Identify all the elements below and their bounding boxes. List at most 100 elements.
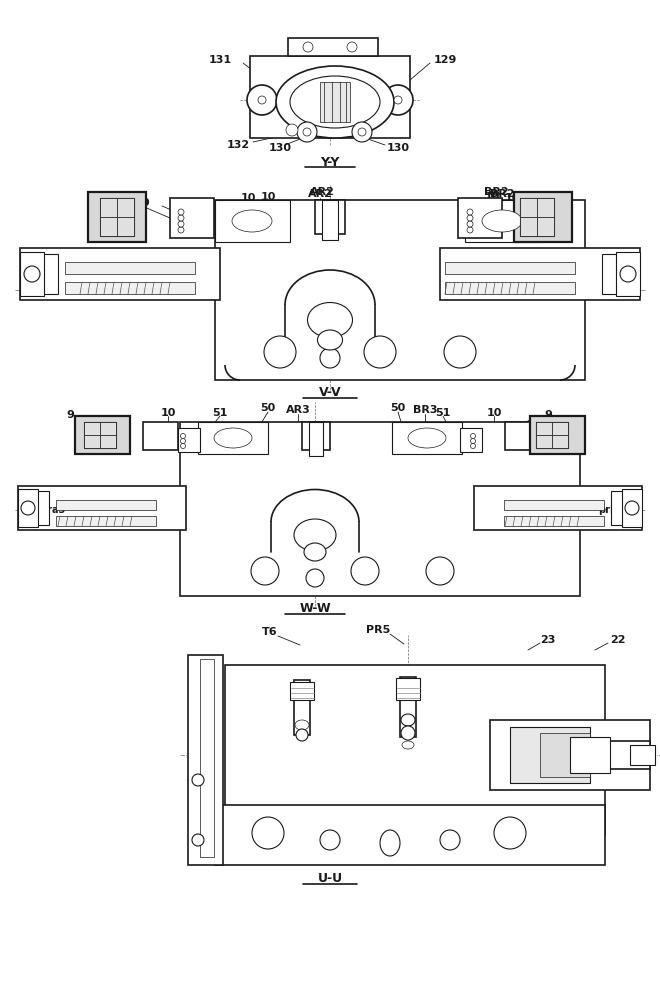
Bar bbox=[180, 422, 580, 596]
Text: AR2: AR2 bbox=[308, 189, 333, 199]
Bar bbox=[458, 198, 502, 238]
Text: 10: 10 bbox=[484, 192, 500, 202]
Text: 130: 130 bbox=[269, 143, 292, 153]
Bar bbox=[630, 745, 655, 765]
Ellipse shape bbox=[294, 519, 336, 551]
Ellipse shape bbox=[401, 714, 415, 726]
Bar bbox=[56, 516, 156, 526]
Bar bbox=[100, 217, 117, 236]
Text: 9: 9 bbox=[66, 410, 74, 420]
Text: 22: 22 bbox=[610, 635, 626, 645]
Circle shape bbox=[178, 209, 184, 215]
Circle shape bbox=[320, 830, 340, 850]
Text: 51: 51 bbox=[213, 408, 228, 418]
Circle shape bbox=[394, 96, 402, 104]
Text: prb2: prb2 bbox=[609, 285, 635, 295]
Bar bbox=[18, 489, 38, 527]
Text: PR5: PR5 bbox=[366, 625, 390, 635]
Text: 9: 9 bbox=[141, 198, 149, 208]
Circle shape bbox=[192, 774, 204, 786]
Circle shape bbox=[247, 85, 277, 115]
Bar bbox=[490, 720, 650, 790]
Bar bbox=[504, 500, 604, 510]
Bar bbox=[75, 416, 130, 454]
Bar bbox=[65, 282, 195, 294]
Circle shape bbox=[297, 122, 317, 142]
Text: 50: 50 bbox=[261, 403, 276, 413]
Circle shape bbox=[264, 336, 296, 368]
Text: 10: 10 bbox=[486, 408, 502, 418]
Circle shape bbox=[303, 42, 313, 52]
Ellipse shape bbox=[380, 830, 400, 856]
Circle shape bbox=[286, 124, 298, 136]
Circle shape bbox=[440, 830, 460, 850]
Bar bbox=[510, 727, 590, 783]
Bar bbox=[225, 665, 605, 835]
Text: AR3: AR3 bbox=[286, 405, 310, 415]
Ellipse shape bbox=[290, 76, 380, 128]
Circle shape bbox=[494, 817, 526, 849]
Bar bbox=[445, 262, 575, 274]
Bar bbox=[536, 422, 552, 435]
Ellipse shape bbox=[308, 302, 352, 338]
Circle shape bbox=[180, 438, 185, 444]
Bar bbox=[215, 805, 605, 865]
Circle shape bbox=[192, 834, 204, 846]
Circle shape bbox=[364, 336, 396, 368]
Circle shape bbox=[426, 557, 454, 585]
Ellipse shape bbox=[304, 543, 326, 561]
Circle shape bbox=[180, 444, 185, 448]
Circle shape bbox=[296, 729, 308, 741]
Bar bbox=[505, 422, 540, 450]
Text: 10: 10 bbox=[240, 193, 255, 203]
Bar bbox=[100, 422, 116, 435]
Bar bbox=[84, 422, 116, 448]
Text: W-W: W-W bbox=[299, 601, 331, 614]
Text: Y-Y: Y-Y bbox=[320, 155, 340, 168]
Text: BR2: BR2 bbox=[490, 189, 514, 199]
Ellipse shape bbox=[276, 66, 394, 138]
Bar bbox=[24, 491, 49, 525]
Circle shape bbox=[467, 209, 473, 215]
Bar bbox=[320, 82, 350, 122]
Text: 131: 131 bbox=[209, 55, 232, 65]
Bar bbox=[20, 252, 44, 296]
Ellipse shape bbox=[402, 741, 414, 749]
Text: 9: 9 bbox=[536, 198, 544, 208]
Bar bbox=[18, 486, 186, 530]
Ellipse shape bbox=[408, 428, 446, 448]
Bar bbox=[250, 56, 410, 138]
Circle shape bbox=[625, 501, 639, 515]
Ellipse shape bbox=[232, 210, 272, 232]
Bar bbox=[65, 262, 195, 274]
Text: T6: T6 bbox=[262, 627, 278, 637]
Bar bbox=[294, 680, 310, 735]
Bar bbox=[537, 198, 554, 217]
Bar bbox=[84, 435, 100, 448]
Bar bbox=[622, 489, 642, 527]
Circle shape bbox=[467, 227, 473, 233]
Bar bbox=[100, 198, 134, 236]
Bar bbox=[611, 491, 636, 525]
Bar bbox=[616, 252, 640, 296]
Bar bbox=[290, 682, 314, 700]
Text: 9: 9 bbox=[512, 198, 520, 208]
Text: pra2: pra2 bbox=[30, 285, 55, 295]
Ellipse shape bbox=[214, 428, 252, 448]
Text: 50: 50 bbox=[390, 403, 406, 413]
Bar bbox=[552, 435, 568, 448]
Circle shape bbox=[471, 444, 475, 448]
Text: 10: 10 bbox=[504, 193, 519, 203]
Bar bbox=[540, 733, 590, 777]
Bar bbox=[309, 422, 323, 456]
Bar bbox=[552, 422, 568, 435]
Bar bbox=[536, 435, 552, 448]
Bar bbox=[178, 428, 200, 452]
Bar bbox=[465, 200, 540, 242]
Bar bbox=[322, 200, 338, 240]
Circle shape bbox=[383, 85, 413, 115]
Circle shape bbox=[620, 266, 636, 282]
Text: 9: 9 bbox=[544, 410, 552, 420]
Bar bbox=[117, 198, 134, 217]
Bar bbox=[400, 677, 416, 737]
